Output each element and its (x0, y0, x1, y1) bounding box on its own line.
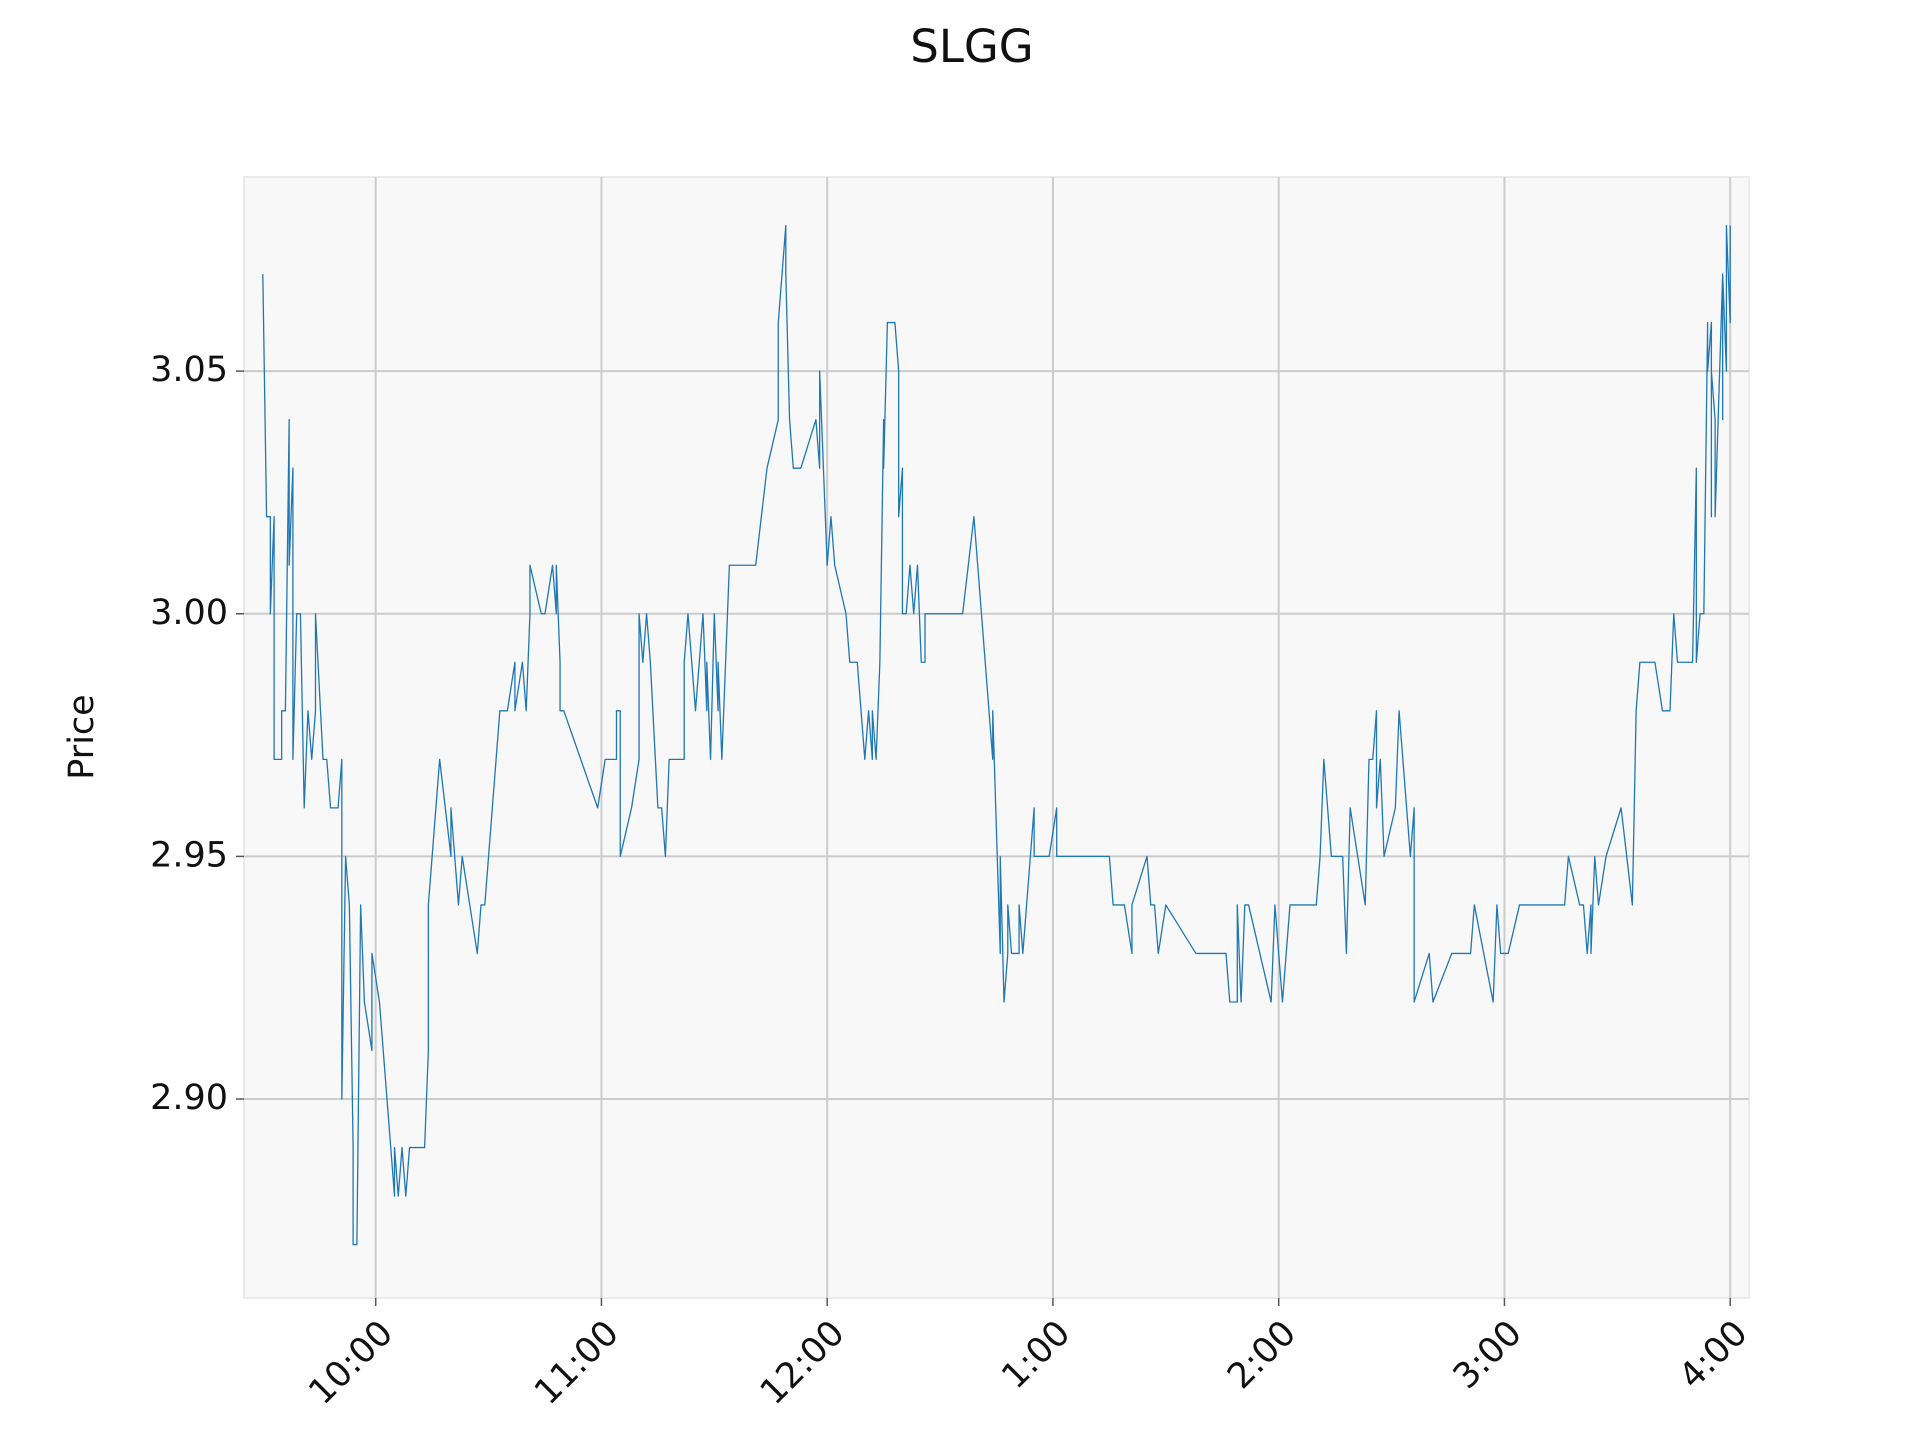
x-tick-label: 11:00 (527, 1313, 627, 1413)
y-tick-label: 3.05 (150, 350, 228, 390)
chart-title: SLGG (910, 20, 1033, 73)
x-tick-label: 10:00 (302, 1313, 402, 1413)
x-tick-label: 12:00 (753, 1313, 853, 1413)
plot-area (243, 176, 1750, 1299)
x-tick-label: 2:00 (1220, 1313, 1304, 1397)
x-tick-label: 1:00 (995, 1313, 1079, 1397)
y-tick-label: 3.00 (150, 593, 228, 633)
x-tick-label: 3:00 (1446, 1313, 1530, 1397)
y-tick-label: 2.90 (150, 1078, 228, 1118)
price-line (262, 224, 1731, 1246)
y-tick-label: 2.95 (150, 835, 228, 875)
x-tick-label: 4:00 (1672, 1313, 1756, 1397)
y-axis-label: Price (62, 694, 102, 779)
